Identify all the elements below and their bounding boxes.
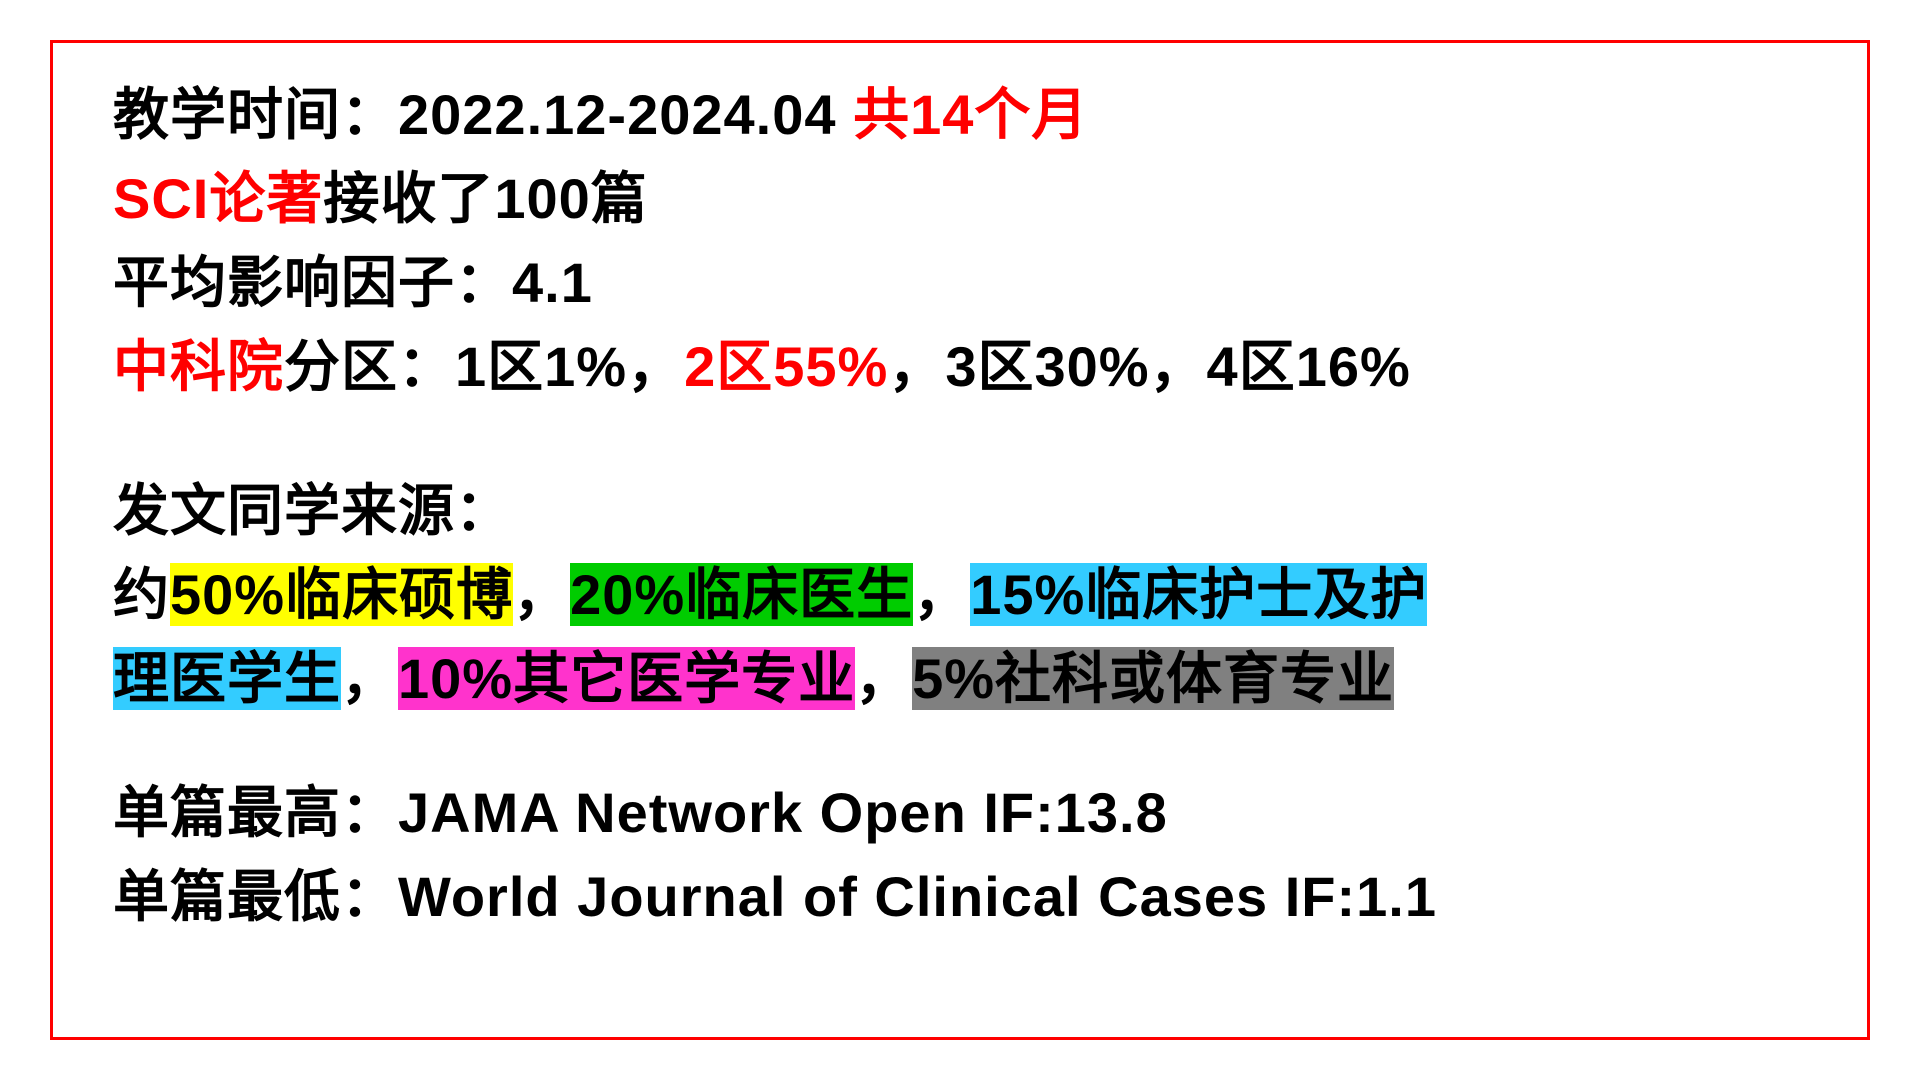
sci-label: SCI论著 (113, 167, 323, 230)
comma: ， (913, 563, 970, 626)
teaching-period-dates: 2022.12-2024.04 (398, 83, 853, 146)
about-label: 约 (113, 563, 170, 626)
cas-zones-tail: ，3区30%，4区16% (888, 335, 1410, 398)
seg-clinical-doctor: 20%临床医生 (570, 563, 913, 626)
seg-nurse-part1: 15%临床护士及护 (970, 563, 1427, 626)
highest-paper-line: 单篇最高：JAMA Network Open IF:13.8 (113, 771, 1807, 855)
comma: ， (341, 647, 398, 710)
sci-papers-line: SCI论著接收了100篇 (113, 157, 1807, 241)
cas-zone2: 2区55% (684, 335, 888, 398)
source-header: 发文同学来源： (113, 469, 1807, 553)
teaching-period-prefix: 教学时间： (113, 83, 398, 146)
source-breakdown-line2: 理医学生，10%其它医学专业，5%社科或体育专业 (113, 637, 1807, 721)
impact-factor-line: 平均影响因子：4.1 (113, 241, 1807, 325)
comma: ， (855, 647, 912, 710)
source-breakdown-line1: 约50%临床硕博，20%临床医生，15%临床护士及护 (113, 553, 1807, 637)
lowest-paper-line: 单篇最低：World Journal of Clinical Cases IF:… (113, 855, 1807, 939)
content-frame: 教学时间：2022.12-2024.04 共14个月 SCI论著接收了100篇 … (50, 40, 1870, 1040)
spacer (113, 409, 1807, 469)
seg-nurse-part2: 理医学生 (113, 647, 341, 710)
cas-zone1: 分区：1区1%， (284, 335, 684, 398)
cas-label: 中科院 (113, 335, 284, 398)
seg-clinical-grad: 50%临床硕博 (170, 563, 513, 626)
spacer (113, 721, 1807, 771)
comma: ， (513, 563, 570, 626)
sci-count: 接收了100篇 (323, 167, 647, 230)
seg-social-sports: 5%社科或体育专业 (912, 647, 1394, 710)
teaching-period-line: 教学时间：2022.12-2024.04 共14个月 (113, 73, 1807, 157)
seg-other-medical: 10%其它医学专业 (398, 647, 855, 710)
cas-zones-line: 中科院分区：1区1%，2区55%，3区30%，4区16% (113, 325, 1807, 409)
teaching-period-duration: 共14个月 (853, 83, 1088, 146)
